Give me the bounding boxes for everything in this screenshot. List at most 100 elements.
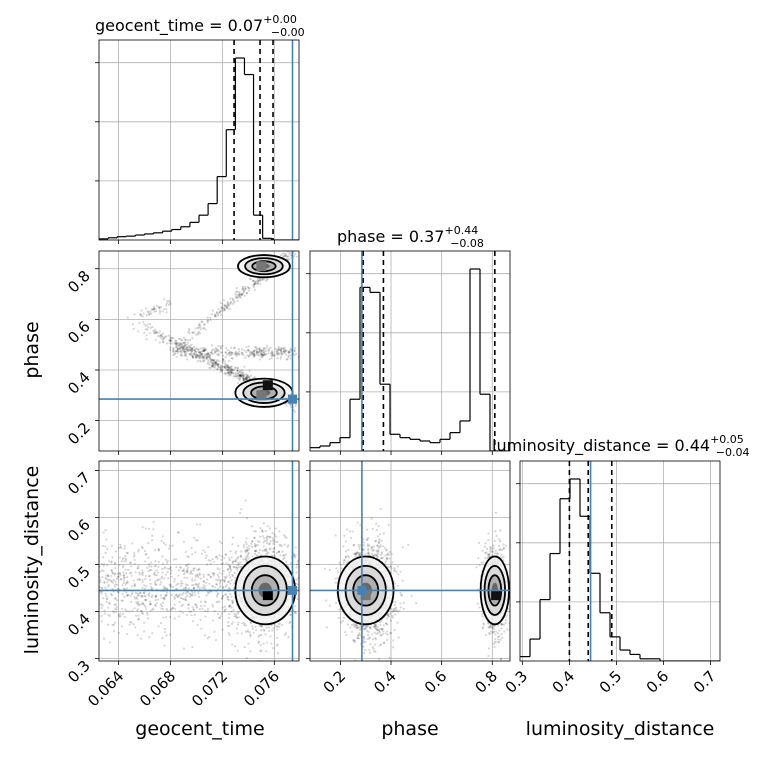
sample-point (212, 359, 214, 361)
sample-point (141, 587, 143, 589)
sample-point (246, 346, 248, 348)
sample-point (204, 551, 206, 553)
sample-point (238, 348, 240, 350)
title-phase: phase = 0.37+0.44−0.08 (337, 224, 484, 250)
sample-point (189, 349, 191, 351)
sample-point (494, 552, 496, 554)
sample-point (280, 355, 282, 357)
sample-point (512, 566, 514, 568)
sample-point (126, 587, 128, 589)
sample-point (349, 530, 351, 532)
sample-point (188, 329, 190, 331)
sample-point (215, 347, 217, 349)
sample-point (242, 377, 244, 379)
sample-point (114, 585, 116, 587)
sample-point (121, 584, 123, 586)
sample-point (399, 571, 401, 573)
sample-point (219, 617, 221, 619)
sample-point (196, 574, 198, 576)
sample-point (204, 634, 206, 636)
sample-point (157, 571, 159, 573)
sample-point (183, 568, 185, 570)
sample-point (109, 615, 111, 617)
sample-point (223, 610, 225, 612)
sample-point (147, 323, 149, 325)
sample-point (172, 586, 174, 588)
sample-point (203, 356, 205, 358)
sample-point (295, 571, 297, 573)
sample-point (205, 555, 207, 557)
sample-point (258, 347, 260, 349)
sample-point (261, 529, 263, 531)
sample-point (235, 567, 237, 569)
sample-point (154, 332, 156, 334)
sample-point (251, 352, 253, 354)
sample-point (118, 614, 120, 616)
sample-point (363, 652, 365, 654)
sample-point (229, 571, 231, 573)
sample-point (284, 543, 286, 545)
sample-point (116, 584, 118, 586)
sample-point (110, 561, 112, 563)
sample-point (221, 351, 223, 353)
sample-point (166, 342, 168, 344)
sample-point (133, 552, 135, 554)
sample-point (218, 364, 220, 366)
sample-point (294, 253, 296, 255)
sample-point (126, 633, 128, 635)
sample-point (389, 612, 391, 614)
sample-point (146, 334, 148, 336)
sample-point (157, 599, 159, 601)
sample-point (214, 362, 216, 364)
sample-point (189, 339, 191, 341)
sample-point (151, 309, 153, 311)
sample-point (262, 642, 264, 644)
sample-point (136, 598, 138, 600)
sample-point (207, 608, 209, 610)
sample-point (131, 585, 133, 587)
sample-point (402, 580, 404, 582)
sample-point (133, 313, 135, 315)
sample-point (183, 541, 185, 543)
sample-point (161, 637, 163, 639)
sample-point (143, 312, 145, 314)
sample-point (115, 550, 117, 552)
sample-point (177, 352, 179, 354)
sample-point (235, 616, 237, 618)
sample-point (286, 404, 288, 406)
sample-point (166, 562, 168, 564)
sample-point (305, 598, 307, 600)
sample-point (174, 604, 176, 606)
sample-point (232, 621, 234, 623)
sample-point (180, 580, 182, 582)
sample-point (194, 551, 196, 553)
sample-point (133, 328, 135, 330)
sample-point (415, 602, 417, 604)
sample-point (389, 551, 391, 553)
sample-point (244, 550, 246, 552)
sample-point (241, 632, 243, 634)
sample-point (141, 569, 143, 571)
sample-point (378, 538, 380, 540)
sample-point (124, 545, 126, 547)
sample-point (479, 564, 481, 566)
sample-point (283, 534, 285, 536)
sample-point (232, 298, 234, 300)
sample-point (140, 309, 142, 311)
sample-point (163, 542, 165, 544)
sample-point (116, 608, 118, 610)
sample-point (100, 587, 102, 589)
sample-point (121, 608, 123, 610)
sample-point (391, 553, 393, 555)
sample-point (104, 545, 106, 547)
sample-point (160, 622, 162, 624)
sample-point (265, 353, 267, 355)
sample-point (261, 279, 263, 281)
sample-point (181, 582, 183, 584)
sample-point (154, 604, 156, 606)
sample-point (173, 351, 175, 353)
sample-point (300, 578, 302, 580)
sample-point (107, 624, 109, 626)
sample-point (277, 357, 279, 359)
sample-point (196, 569, 198, 571)
